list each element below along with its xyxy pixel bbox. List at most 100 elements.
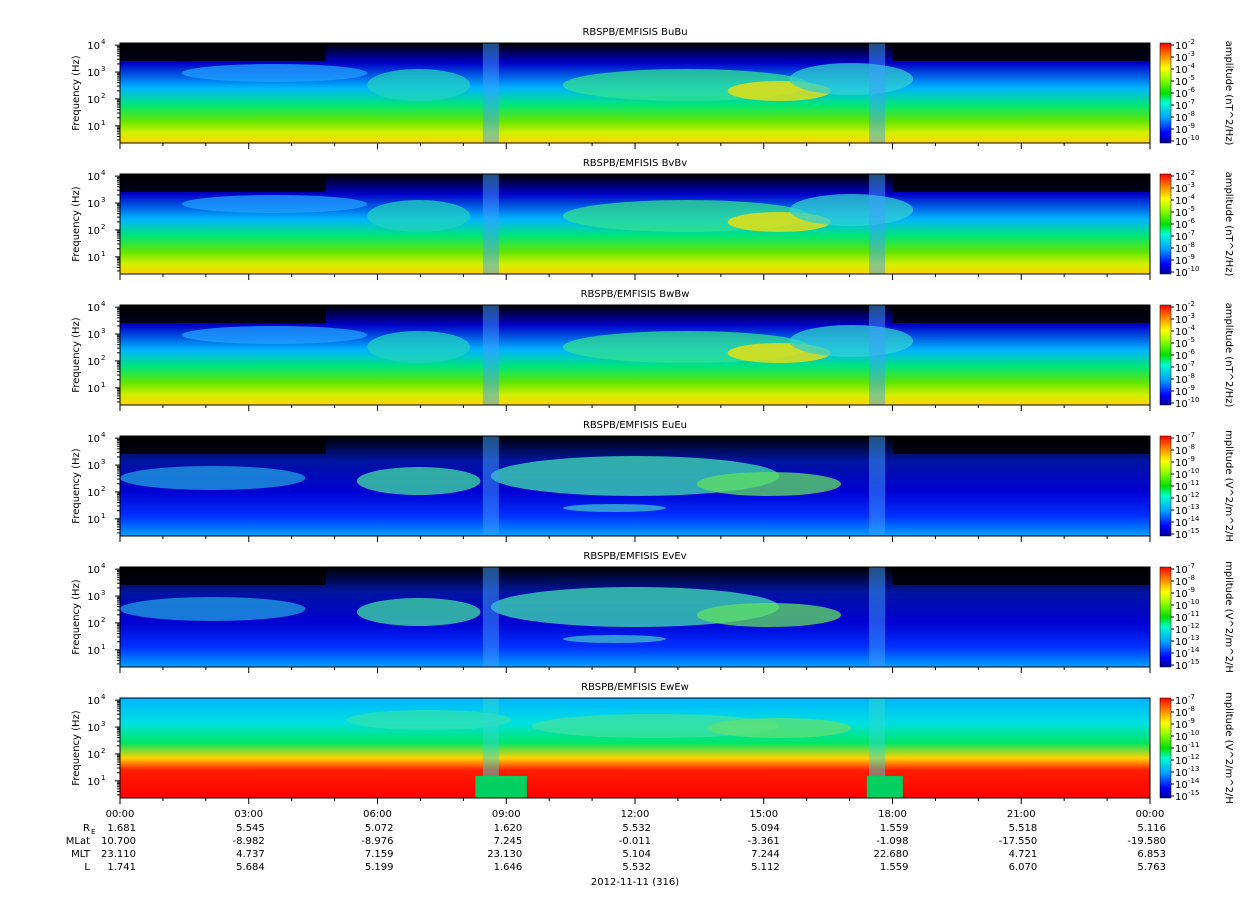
panel-title: RBSPB/EMFISIS BvBv <box>583 158 687 169</box>
colorbar-tick-label: 10 <box>1175 661 1188 672</box>
colorbar-label: mplitude (V^2/m^2/H <box>1223 430 1234 542</box>
colorbar-tick-label: 10 <box>1175 208 1188 219</box>
colorbar-tick-label: 10 <box>1175 220 1188 231</box>
ephemeris-row: MLat 10.700 -8.982 -8.976 7.245 -0.011 -3.361 -… <box>66 836 1166 847</box>
perigee-streak <box>869 43 886 143</box>
colorbar-tick-exponent: -2 <box>1188 300 1195 308</box>
ephemeris-value: -0.011 <box>619 836 651 847</box>
y-tick-label: 10 <box>87 434 100 445</box>
perigee-streak <box>869 174 886 274</box>
colorbar: 10-210-310-410-510-610-710-810-910-10 amp… <box>1159 38 1234 148</box>
colorbar: 10-210-310-410-510-610-710-810-910-10 amp… <box>1159 169 1234 279</box>
data-gap <box>892 436 1150 454</box>
y-tick-exponent: 2 <box>101 92 105 100</box>
colorbar-scale <box>1159 304 1172 406</box>
y-tick-exponent: 3 <box>101 65 105 73</box>
colorbar-tick-exponent: -14 <box>1188 777 1200 785</box>
colorbar-tick-label: 10 <box>1175 339 1188 350</box>
y-axis-label: Frequency (Hz) <box>71 186 82 262</box>
ephemeris-value: -19.580 <box>1127 836 1166 847</box>
colorbar-tick-exponent: -6 <box>1188 86 1196 94</box>
spectral-feature <box>562 504 666 512</box>
colorbar-tick-label: 10 <box>1175 792 1188 803</box>
colorbar-tick-label: 10 <box>1175 780 1188 791</box>
colorbar-tick-exponent: -14 <box>1188 646 1200 654</box>
ephemeris-value: 1.559 <box>880 862 909 873</box>
colorbar-tick-label: 10 <box>1175 125 1188 136</box>
x-tick-label: 21:00 <box>1007 809 1036 820</box>
ephemeris-value: 5.532 <box>622 862 651 873</box>
colorbar-scale <box>1159 566 1172 668</box>
colorbar-tick-label: 10 <box>1175 601 1188 612</box>
spectral-feature <box>367 200 471 232</box>
y-tick-label: 10 <box>87 330 100 341</box>
y-tick-exponent: 2 <box>101 223 105 231</box>
colorbar-tick-label: 10 <box>1175 482 1188 493</box>
y-tick-label: 10 <box>87 696 100 707</box>
low-band-gap <box>475 776 527 798</box>
y-tick-exponent: 3 <box>101 196 105 204</box>
colorbar-tick-label: 10 <box>1175 577 1188 588</box>
y-tick-label: 10 <box>87 41 100 52</box>
colorbar-tick-label: 10 <box>1175 41 1188 52</box>
spectral-feature <box>346 710 512 730</box>
data-gap <box>892 567 1150 585</box>
colorbar-tick-exponent: -8 <box>1188 241 1195 249</box>
y-tick-exponent: 2 <box>101 354 105 362</box>
ephemeris-value: 6.070 <box>1009 862 1038 873</box>
colorbar-tick-label: 10 <box>1175 720 1188 731</box>
colorbar-tick-label: 10 <box>1175 518 1188 529</box>
ephemeris-label: L <box>84 862 90 873</box>
y-tick-exponent: 4 <box>101 431 106 439</box>
y-tick-exponent: 3 <box>101 327 105 335</box>
y-tick-label: 10 <box>87 303 100 314</box>
spectrogram-heatmap <box>120 698 1150 798</box>
colorbar-tick-label: 10 <box>1175 184 1188 195</box>
spectral-feature <box>789 63 914 95</box>
colorbar-tick-exponent: -9 <box>1188 717 1195 725</box>
colorbar-label: amplitude (nT^2/Hz) <box>1223 303 1234 408</box>
y-tick-exponent: 2 <box>101 616 105 624</box>
colorbar-tick-exponent: -4 <box>1188 62 1196 70</box>
perigee-streak <box>869 305 886 405</box>
data-gap <box>120 305 326 323</box>
y-tick-exponent: 1 <box>101 119 105 127</box>
ephemeris-value: -1.098 <box>876 836 908 847</box>
colorbar-tick-exponent: -9 <box>1188 384 1195 392</box>
x-tick-label: 03:00 <box>234 809 263 820</box>
y-tick-label: 10 <box>87 253 100 264</box>
ephemeris-value: -17.550 <box>999 836 1038 847</box>
colorbar-tick-label: 10 <box>1175 196 1188 207</box>
colorbar-tick-label: 10 <box>1175 696 1188 707</box>
ephemeris-value: 5.532 <box>622 823 651 834</box>
low-band-gap <box>866 776 903 798</box>
colorbar-tick-exponent: -7 <box>1188 693 1195 701</box>
ephemeris-label: R <box>83 823 90 834</box>
y-tick-label: 10 <box>87 592 100 603</box>
colorbar-tick-label: 10 <box>1175 375 1188 386</box>
ephemeris-value: 4.737 <box>236 849 265 860</box>
colorbar-tick-label: 10 <box>1175 363 1188 374</box>
x-tick-label: 12:00 <box>621 809 650 820</box>
perigee-streak <box>482 174 499 274</box>
y-tick-label: 10 <box>87 68 100 79</box>
colorbar-tick-exponent: -6 <box>1188 217 1196 225</box>
colorbar: 10-210-310-410-510-610-710-810-910-10 amp… <box>1159 300 1234 410</box>
data-gap <box>120 43 326 61</box>
colorbar-tick-exponent: -9 <box>1188 122 1195 130</box>
y-tick-label: 10 <box>87 565 100 576</box>
y-tick-label: 10 <box>87 619 100 630</box>
colorbar-tick-exponent: -12 <box>1188 753 1199 761</box>
colorbar-tick-exponent: -15 <box>1188 527 1199 535</box>
y-tick-label: 10 <box>87 357 100 368</box>
spectral-feature <box>707 718 852 738</box>
ephemeris-value: 7.159 <box>365 849 394 860</box>
y-tick-exponent: 3 <box>101 458 105 466</box>
spectral-feature <box>562 635 666 643</box>
ephemeris-value: 5.199 <box>365 862 394 873</box>
colorbar-tick-exponent: -8 <box>1188 110 1195 118</box>
